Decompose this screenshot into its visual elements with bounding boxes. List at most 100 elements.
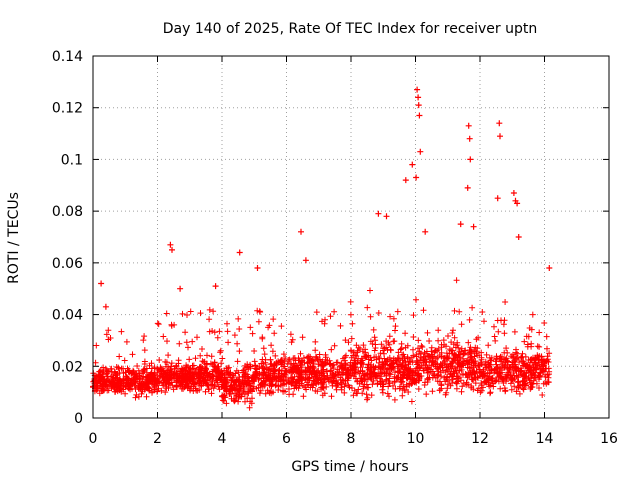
data-point bbox=[284, 360, 291, 367]
data-point bbox=[516, 382, 523, 389]
data-point bbox=[498, 317, 504, 324]
data-point bbox=[337, 322, 344, 329]
data-point bbox=[163, 380, 170, 387]
data-point bbox=[208, 390, 215, 397]
data-point bbox=[299, 377, 305, 384]
data-point bbox=[227, 386, 234, 393]
data-point bbox=[187, 376, 194, 383]
data-point bbox=[140, 337, 147, 344]
data-point bbox=[334, 380, 341, 387]
data-point bbox=[387, 313, 394, 320]
data-point bbox=[520, 386, 527, 393]
data-point bbox=[402, 344, 409, 351]
data-point bbox=[123, 338, 130, 345]
data-point bbox=[485, 376, 492, 383]
data-point bbox=[465, 381, 471, 388]
data-point bbox=[260, 345, 267, 352]
data-point bbox=[417, 148, 424, 155]
data-point bbox=[144, 373, 151, 380]
data-point bbox=[450, 341, 457, 348]
data-point bbox=[496, 372, 503, 379]
data-point bbox=[183, 380, 190, 387]
data-point bbox=[501, 363, 508, 370]
data-point bbox=[236, 383, 243, 390]
data-point bbox=[232, 382, 239, 388]
data-point bbox=[413, 377, 420, 384]
data-point bbox=[332, 371, 339, 378]
data-point bbox=[259, 383, 266, 390]
data-point bbox=[132, 394, 139, 401]
data-point bbox=[371, 334, 378, 341]
data-point bbox=[368, 392, 375, 399]
data-point bbox=[169, 246, 175, 253]
data-point bbox=[252, 362, 259, 369]
data-point bbox=[499, 369, 505, 376]
data-point bbox=[232, 397, 239, 404]
data-point bbox=[116, 353, 123, 360]
data-point bbox=[169, 382, 176, 389]
data-point bbox=[287, 331, 294, 338]
data-point bbox=[212, 364, 218, 370]
data-point bbox=[364, 304, 371, 311]
data-point bbox=[507, 364, 514, 371]
data-point bbox=[528, 373, 535, 379]
data-point bbox=[313, 354, 320, 361]
data-point bbox=[240, 367, 246, 374]
data-point bbox=[206, 386, 212, 392]
data-point bbox=[225, 339, 232, 346]
data-point bbox=[281, 380, 288, 387]
data-point bbox=[219, 355, 226, 362]
data-point bbox=[380, 381, 387, 388]
data-point bbox=[256, 390, 263, 397]
data-point bbox=[239, 373, 246, 380]
data-point bbox=[105, 327, 112, 334]
data-point bbox=[295, 355, 302, 362]
data-point bbox=[356, 370, 363, 377]
data-point bbox=[249, 330, 256, 337]
data-point bbox=[207, 381, 214, 388]
data-point bbox=[374, 375, 380, 381]
data-point bbox=[167, 241, 174, 248]
data-point bbox=[163, 310, 170, 317]
data-point bbox=[380, 365, 387, 372]
data-point bbox=[501, 385, 508, 392]
data-point bbox=[141, 368, 148, 375]
data-point bbox=[178, 368, 185, 375]
data-point bbox=[410, 312, 417, 319]
data-point bbox=[444, 385, 451, 392]
data-point bbox=[469, 356, 476, 363]
data-point bbox=[415, 386, 422, 392]
data-point bbox=[271, 330, 278, 337]
data-point bbox=[536, 363, 543, 370]
data-point bbox=[167, 366, 174, 373]
data-point bbox=[438, 373, 444, 380]
data-point bbox=[275, 358, 282, 365]
data-point bbox=[513, 388, 520, 395]
data-point bbox=[102, 303, 109, 310]
data-point bbox=[472, 370, 479, 377]
data-point bbox=[124, 379, 131, 386]
data-point bbox=[383, 213, 390, 220]
data-point bbox=[503, 345, 510, 352]
data-point bbox=[257, 309, 264, 315]
data-point bbox=[356, 380, 363, 387]
data-point bbox=[466, 349, 473, 356]
data-point bbox=[483, 364, 490, 371]
y-tick-label: 0.14 bbox=[52, 49, 83, 65]
data-point bbox=[527, 379, 534, 386]
data-point bbox=[414, 86, 421, 93]
data-point bbox=[254, 265, 261, 271]
data-point bbox=[113, 374, 120, 381]
data-point bbox=[402, 330, 409, 337]
data-point bbox=[143, 393, 150, 400]
data-point bbox=[315, 357, 322, 364]
data-point bbox=[377, 378, 384, 385]
data-point bbox=[502, 299, 509, 305]
x-tick-label: 2 bbox=[153, 431, 162, 447]
data-point bbox=[449, 330, 456, 336]
data-point bbox=[516, 390, 523, 397]
data-point bbox=[334, 359, 341, 366]
data-point bbox=[529, 311, 536, 318]
data-point bbox=[143, 384, 150, 391]
data-point bbox=[364, 370, 371, 377]
